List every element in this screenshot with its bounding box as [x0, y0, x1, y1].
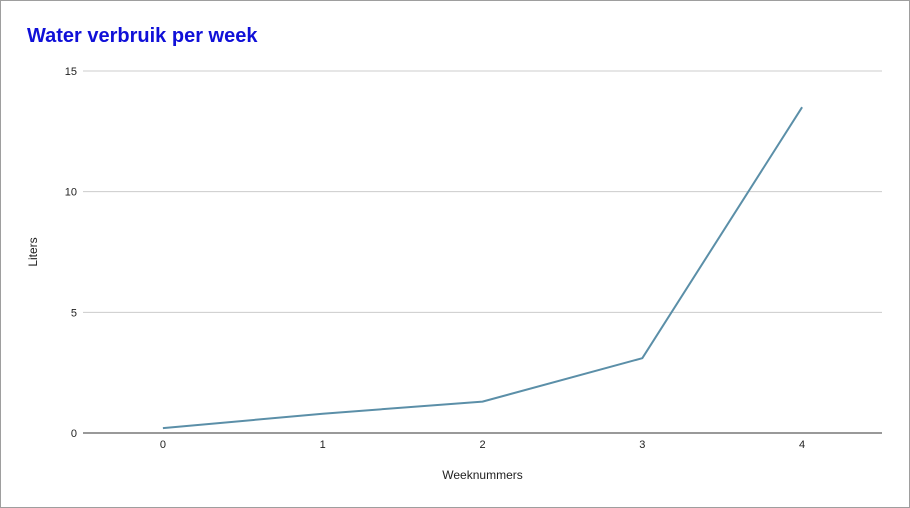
y-tick-label: 5: [71, 307, 77, 319]
data-point: [641, 357, 643, 359]
x-tick-label: 0: [160, 439, 166, 451]
chart-title: Water verbruik per week: [27, 25, 258, 47]
data-point: [162, 427, 164, 429]
x-tick-label: 3: [639, 439, 645, 451]
x-tick-label: 4: [799, 439, 805, 451]
y-tick-label: 0: [71, 428, 77, 440]
x-axis-title: Weeknummers: [442, 468, 522, 482]
x-tick-label: 2: [479, 439, 485, 451]
axes: 0 5 10 15 0 1 2 3 4: [65, 66, 882, 451]
x-tick-label: 1: [320, 439, 326, 451]
data-point: [322, 413, 324, 415]
gridlines: [83, 70, 882, 313]
series-layer: [162, 106, 803, 430]
data-point: [482, 401, 484, 403]
y-tick-label: 15: [65, 66, 77, 78]
y-axis-title: Liters: [26, 237, 40, 266]
series-line: [162, 106, 803, 430]
data-point: [801, 106, 803, 108]
y-tick-label: 10: [65, 187, 77, 199]
